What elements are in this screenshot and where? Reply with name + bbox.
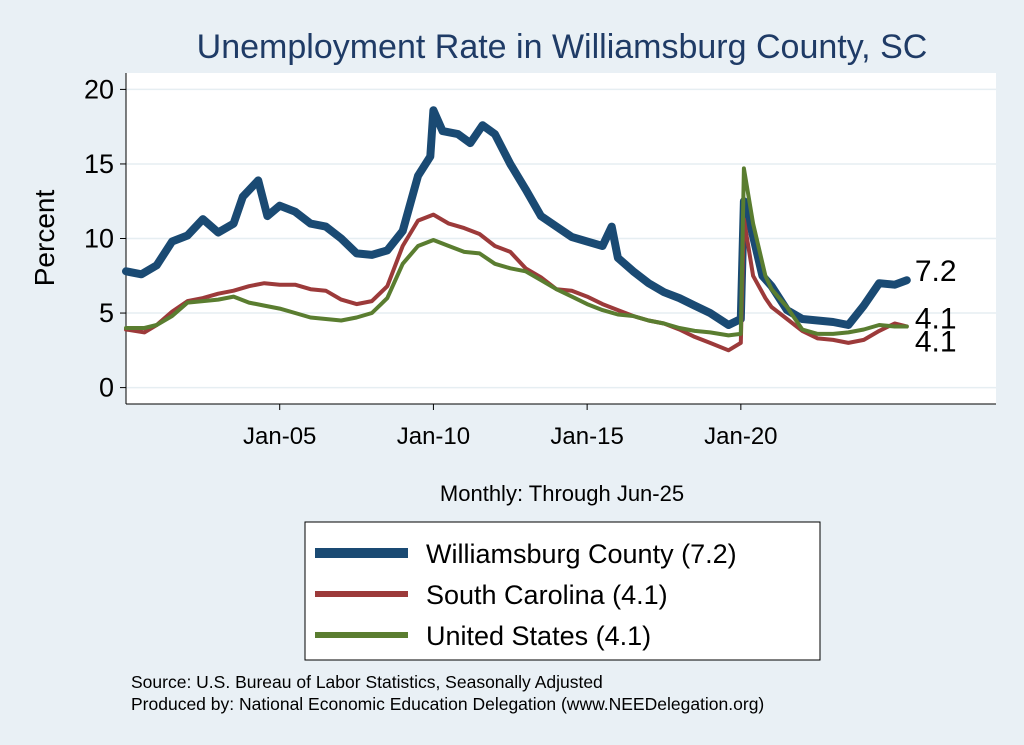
series-line-south-carolina xyxy=(124,212,909,353)
legend-label: Williamsburg County (7.2) xyxy=(426,539,737,569)
x-tick-label: Jan-10 xyxy=(397,423,470,450)
x-tick-label: Jan-20 xyxy=(704,423,777,450)
y-axis-ticks: 0 5 10 15 20 xyxy=(84,74,126,403)
y-axis-label: Percent xyxy=(29,190,60,287)
legend-label: United States (4.1) xyxy=(426,621,651,651)
end-label-united-states: 4.1 xyxy=(915,302,957,335)
grid-lines xyxy=(126,88,996,389)
y-tick-label: 20 xyxy=(84,74,114,104)
y-tick-label: 10 xyxy=(84,224,114,254)
produced-by-line: Produced by: National Economic Education… xyxy=(131,694,764,714)
legend-label: South Carolina (4.1) xyxy=(426,580,668,610)
x-tick-label: Jan-15 xyxy=(550,423,623,450)
x-tick-label: Jan-05 xyxy=(243,423,316,450)
end-value-labels: 7.2 4.14.1 xyxy=(915,255,957,358)
end-label-south-carolina: 4.1 xyxy=(915,325,957,358)
y-tick-label: 0 xyxy=(99,373,114,403)
x-axis-ticks: Jan-05 Jan-10 Jan-15 Jan-20 xyxy=(243,404,778,450)
y-tick-label: 15 xyxy=(84,149,114,179)
chart-title: Unemployment Rate in Williamsburg County… xyxy=(197,28,928,66)
series-line-united-states xyxy=(124,166,909,338)
legend: Williamsburg County (7.2) South Carolina … xyxy=(315,539,737,651)
x-axis-label: Monthly: Through Jun-25 xyxy=(440,481,684,506)
y-tick-label: 5 xyxy=(99,298,114,328)
source-line: Source: U.S. Bureau of Labor Statistics,… xyxy=(131,672,603,692)
end-label-williamsburg-county: 7.2 xyxy=(915,255,957,288)
series-lines xyxy=(122,106,911,353)
